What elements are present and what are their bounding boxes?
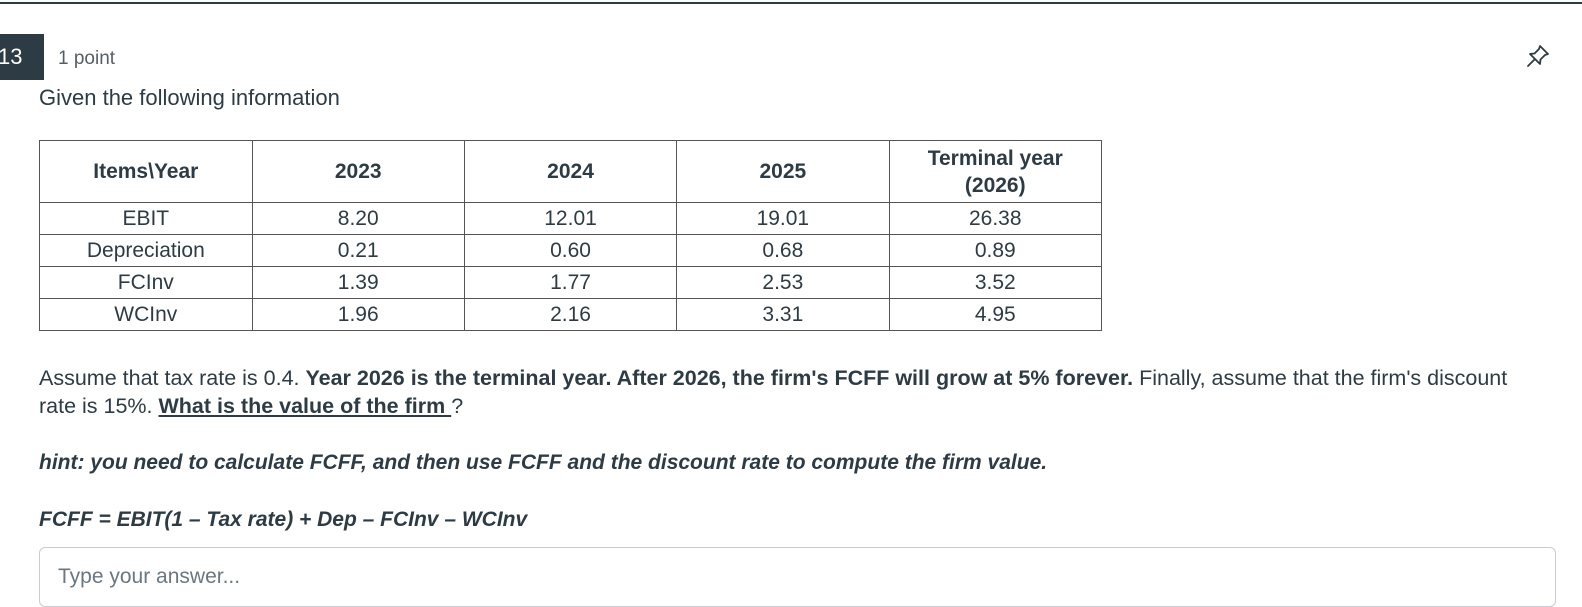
question-number: 13 xyxy=(0,44,23,69)
pin-icon[interactable] xyxy=(1524,42,1552,70)
body-text: ? xyxy=(451,394,464,418)
table-cell: 19.01 xyxy=(676,202,890,235)
formula-text: FCFF = EBIT(1 – Tax rate) + Dep – FCInv … xyxy=(39,508,528,531)
table-row: EBIT 8.20 12.01 19.01 26.38 xyxy=(39,202,1102,235)
table-cell: 1.77 xyxy=(463,266,678,299)
table-header-terminal: Terminal year (2026) xyxy=(888,140,1102,203)
table-cell: 2.53 xyxy=(676,266,890,299)
table-header: Items\Year xyxy=(39,140,253,203)
hint-text: hint: you need to calculate FCFF, and th… xyxy=(39,451,1048,474)
table-cell: 1.39 xyxy=(251,266,465,299)
table-header-line: Terminal year xyxy=(927,146,1063,170)
body-text: Finally, assume that the firm's discount… xyxy=(39,366,1508,418)
table-cell: WCInv xyxy=(39,298,253,331)
question-prompt: What is the value of the firm xyxy=(158,394,452,418)
table-row: Depreciation 0.21 0.60 0.68 0.89 xyxy=(39,234,1102,267)
table-cell: 2.16 xyxy=(463,298,678,331)
table-header: 2023 xyxy=(251,140,465,203)
table-header: 2024 xyxy=(463,140,678,203)
table-cell: 3.52 xyxy=(888,266,1102,299)
table-header-line: (2026) xyxy=(964,173,1026,197)
table-row: FCInv 1.39 1.77 2.53 3.52 xyxy=(39,266,1102,299)
table-cell: 0.89 xyxy=(888,234,1102,267)
body-bold-text: Year 2026 is the terminal year. After 20… xyxy=(305,366,1134,390)
table-header: 2025 xyxy=(676,140,890,203)
table-cell: EBIT xyxy=(39,202,253,235)
table-cell: 12.01 xyxy=(463,202,678,235)
table-cell: 0.68 xyxy=(676,234,890,267)
table-header-row: Items\Year 2023 2024 2025 Terminal year … xyxy=(39,140,1102,203)
table-cell: 4.95 xyxy=(888,298,1102,331)
table-cell: 26.38 xyxy=(888,202,1102,235)
table-cell: 0.60 xyxy=(463,234,678,267)
question-number-badge: 13 xyxy=(0,34,44,80)
table-cell: Depreciation xyxy=(39,234,253,267)
table-cell: 1.96 xyxy=(251,298,465,331)
table-cell: FCInv xyxy=(39,266,253,299)
answer-input[interactable] xyxy=(39,547,1556,607)
table-cell: 8.20 xyxy=(251,202,465,235)
data-table: Items\Year 2023 2024 2025 Terminal year … xyxy=(39,140,1102,331)
top-divider xyxy=(0,2,1582,4)
question-points: 1 point xyxy=(58,48,116,69)
body-text: Assume that tax rate is 0.4. xyxy=(39,366,306,390)
table-cell: 0.21 xyxy=(251,234,465,267)
table-row: WCInv 1.96 2.16 3.31 4.95 xyxy=(39,298,1102,331)
question-intro: Given the following information xyxy=(39,85,340,110)
question-body: Assume that tax rate is 0.4. Year 2026 i… xyxy=(39,364,1549,420)
table-cell: 3.31 xyxy=(676,298,890,331)
